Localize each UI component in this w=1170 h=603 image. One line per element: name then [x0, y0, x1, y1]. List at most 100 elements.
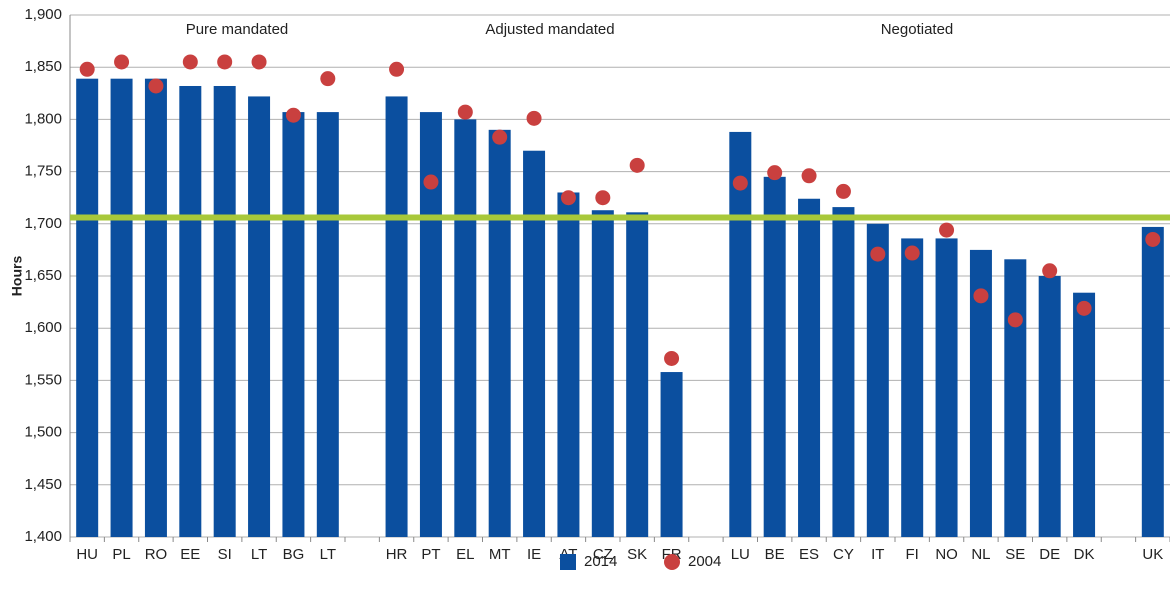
dot — [560, 190, 576, 206]
bar — [316, 112, 339, 537]
dot — [79, 61, 95, 77]
x-tick-label: RO — [145, 546, 168, 563]
bar — [798, 198, 821, 537]
x-tick-label: IE — [527, 546, 541, 563]
bar — [763, 176, 786, 537]
bar — [248, 96, 271, 537]
dot — [595, 190, 611, 206]
dot — [629, 157, 645, 173]
dot — [148, 78, 164, 94]
bar — [866, 223, 889, 538]
bar — [1004, 259, 1027, 537]
x-tick-label: DK — [1074, 546, 1095, 563]
dot — [492, 129, 508, 145]
bar — [144, 78, 167, 538]
x-tick-label: SE — [1005, 546, 1025, 563]
bar — [110, 78, 133, 538]
x-tick-label: PT — [421, 546, 440, 563]
bar — [179, 85, 202, 537]
x-tick-label: FI — [906, 546, 919, 563]
group-label: Adjusted mandated — [485, 21, 614, 38]
bar — [591, 210, 614, 537]
bar — [213, 85, 236, 537]
legend-label: 2014 — [584, 553, 617, 570]
x-tick-label: EE — [180, 546, 200, 563]
x-tick-label: IT — [871, 546, 884, 563]
y-tick-label: 1,900 — [24, 6, 62, 23]
bar — [901, 238, 924, 537]
x-tick-label: EL — [456, 546, 474, 563]
dot — [1042, 263, 1058, 279]
x-tick-label: UK — [1142, 546, 1163, 563]
bar — [729, 131, 752, 538]
dot — [939, 222, 955, 238]
x-tick-label: SI — [218, 546, 232, 563]
bar — [76, 78, 99, 538]
y-tick-label: 1,550 — [24, 371, 62, 388]
dot — [1145, 231, 1161, 247]
x-tick-label: NO — [935, 546, 958, 563]
x-tick-label: ES — [799, 546, 819, 563]
y-tick-label: 1,750 — [24, 163, 62, 180]
y-tick-label: 1,400 — [24, 528, 62, 545]
x-tick-label: BE — [765, 546, 785, 563]
x-tick-label: HR — [386, 546, 408, 563]
x-tick-label: CZ — [593, 546, 613, 563]
x-tick-label: PL — [112, 546, 130, 563]
x-tick-label: LT — [251, 546, 267, 563]
dot — [251, 54, 267, 70]
bar — [832, 207, 855, 537]
group-label: Negotiated — [881, 21, 954, 38]
dot — [801, 168, 817, 184]
dot — [870, 246, 886, 262]
dot — [835, 183, 851, 199]
dot — [285, 107, 301, 123]
group-label: Pure mandated — [186, 21, 289, 38]
x-tick-label: BG — [283, 546, 305, 563]
x-tick-label: MT — [489, 546, 511, 563]
bar — [1073, 292, 1096, 537]
dot — [457, 104, 473, 120]
x-tick-label: CY — [833, 546, 854, 563]
bar — [523, 150, 546, 537]
legend-label: 2004 — [688, 553, 721, 570]
x-tick-label: LU — [731, 546, 750, 563]
dot — [114, 54, 130, 70]
dot — [389, 61, 405, 77]
bar — [969, 249, 992, 537]
y-tick-label: 1,500 — [24, 424, 62, 441]
x-tick-label: HU — [76, 546, 98, 563]
dot — [526, 110, 542, 126]
dot — [973, 288, 989, 304]
x-tick-label: NL — [971, 546, 990, 563]
x-tick-label: LT — [320, 546, 336, 563]
bar — [454, 119, 477, 538]
y-tick-label: 1,850 — [24, 58, 62, 75]
bar — [488, 129, 511, 537]
bar — [282, 112, 305, 537]
bar — [660, 372, 683, 537]
dot — [1076, 300, 1092, 316]
legend-swatch — [560, 554, 576, 570]
y-tick-label: 1,700 — [24, 215, 62, 232]
y-tick-label: 1,800 — [24, 110, 62, 127]
dot — [1007, 312, 1023, 328]
x-tick-label: DE — [1039, 546, 1060, 563]
x-tick-label: SK — [627, 546, 647, 563]
dot — [732, 175, 748, 191]
dot — [182, 54, 198, 70]
dot — [664, 350, 680, 366]
dot — [320, 71, 336, 87]
dot — [767, 165, 783, 181]
bar — [557, 192, 580, 538]
legend-swatch — [664, 554, 680, 570]
y-tick-label: 1,600 — [24, 319, 62, 336]
bar — [935, 238, 958, 537]
y-axis-label: Hours — [9, 256, 25, 297]
y-tick-label: 1,650 — [24, 267, 62, 284]
dot — [217, 54, 233, 70]
bar — [1038, 276, 1061, 537]
bar — [626, 212, 649, 538]
bar — [1141, 226, 1164, 537]
